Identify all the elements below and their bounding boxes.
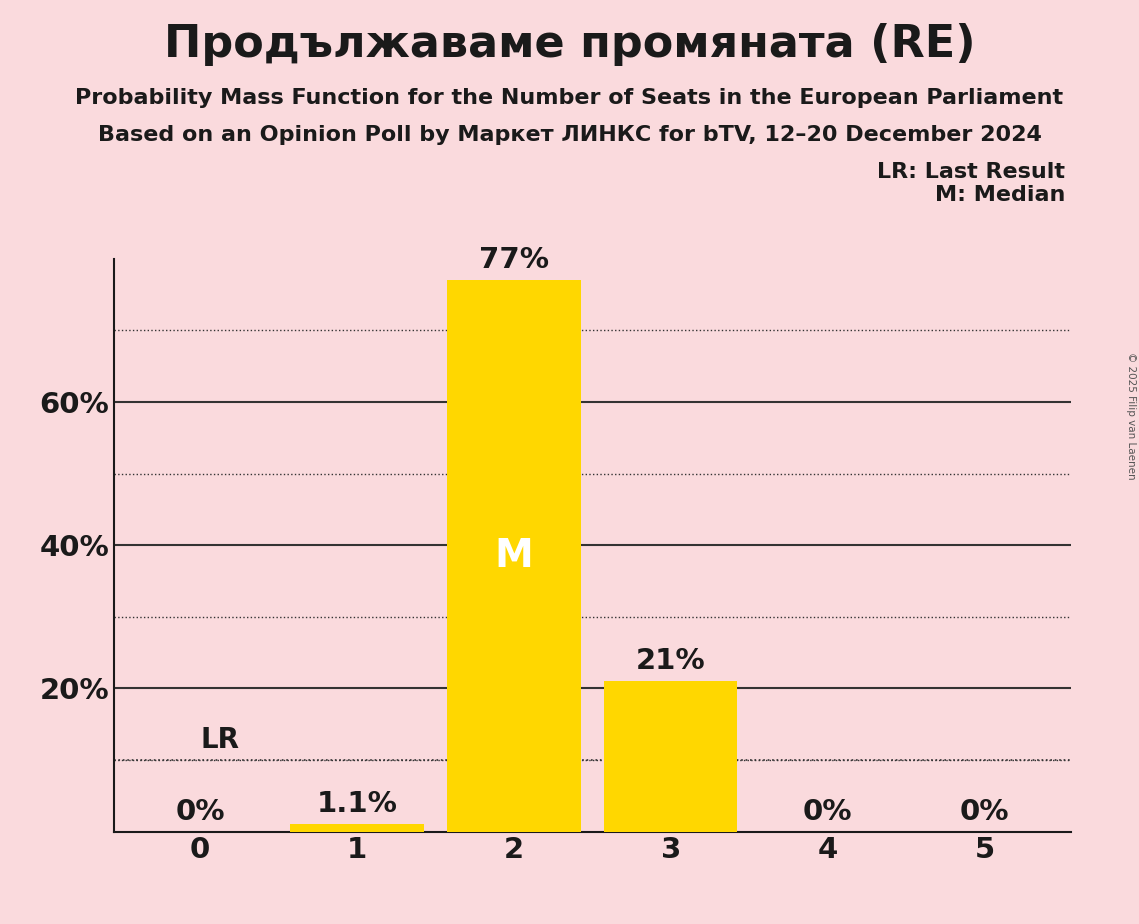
Bar — [604, 681, 737, 832]
Text: LR: Last Result: LR: Last Result — [877, 162, 1065, 182]
Text: M: Median: M: Median — [935, 185, 1065, 205]
Text: Based on an Opinion Poll by Маркет ЛИНКС for bTV, 12–20 December 2024: Based on an Opinion Poll by Маркет ЛИНКС… — [98, 125, 1041, 145]
Bar — [290, 823, 424, 832]
Text: 1.1%: 1.1% — [317, 790, 398, 818]
Text: LR: LR — [200, 726, 239, 754]
Text: 21%: 21% — [636, 648, 705, 675]
Text: 0%: 0% — [175, 797, 224, 826]
Bar — [448, 280, 581, 832]
Text: 0%: 0% — [803, 797, 852, 826]
Text: Продължаваме промяната (RE): Продължаваме промяната (RE) — [164, 23, 975, 67]
Text: Probability Mass Function for the Number of Seats in the European Parliament: Probability Mass Function for the Number… — [75, 88, 1064, 108]
Text: M: M — [494, 537, 533, 575]
Text: © 2025 Filip van Laenen: © 2025 Filip van Laenen — [1126, 352, 1136, 480]
Text: 77%: 77% — [478, 247, 549, 274]
Text: 0%: 0% — [960, 797, 1009, 826]
